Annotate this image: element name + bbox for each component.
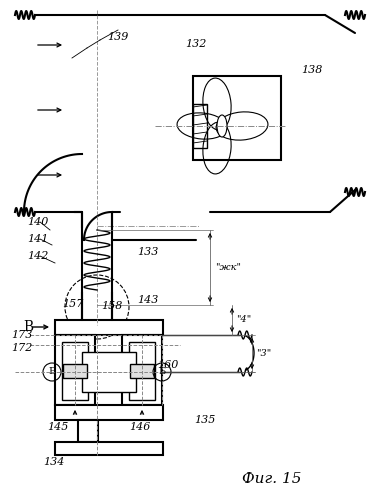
Bar	[78, 420, 98, 442]
Text: 140: 140	[27, 217, 48, 227]
Bar	[122, 335, 162, 405]
Bar	[55, 405, 163, 420]
Bar	[55, 335, 95, 405]
Bar	[55, 442, 163, 455]
Text: 142: 142	[27, 251, 48, 261]
Text: "3": "3"	[256, 348, 272, 358]
Text: "жк": "жк"	[215, 264, 241, 272]
Ellipse shape	[217, 115, 227, 137]
Bar	[63, 364, 87, 378]
Bar	[62, 342, 88, 400]
Text: 135: 135	[194, 415, 216, 425]
Text: 160: 160	[157, 360, 179, 370]
Text: Б: Б	[158, 368, 166, 376]
Bar	[130, 364, 154, 378]
Text: В: В	[23, 320, 33, 334]
Bar	[55, 320, 163, 335]
Text: 132: 132	[185, 39, 207, 49]
Bar	[193, 104, 207, 148]
Text: 133: 133	[137, 247, 159, 257]
Text: Б: Б	[48, 368, 55, 376]
Text: Фиг. 15: Фиг. 15	[242, 472, 302, 486]
Text: 146: 146	[129, 422, 151, 432]
Bar	[129, 342, 155, 400]
Text: 172: 172	[12, 343, 33, 353]
Bar	[82, 352, 136, 392]
Bar	[193, 76, 281, 160]
Text: 138: 138	[301, 65, 323, 75]
Text: 139: 139	[107, 32, 129, 42]
Text: 141: 141	[27, 234, 48, 244]
Text: 157: 157	[62, 299, 84, 309]
Text: 158: 158	[101, 301, 123, 311]
Text: 134: 134	[43, 457, 64, 467]
Text: 143: 143	[137, 295, 159, 305]
Text: 145: 145	[47, 422, 68, 432]
Text: 173: 173	[12, 330, 33, 340]
Text: "4": "4"	[236, 316, 252, 324]
